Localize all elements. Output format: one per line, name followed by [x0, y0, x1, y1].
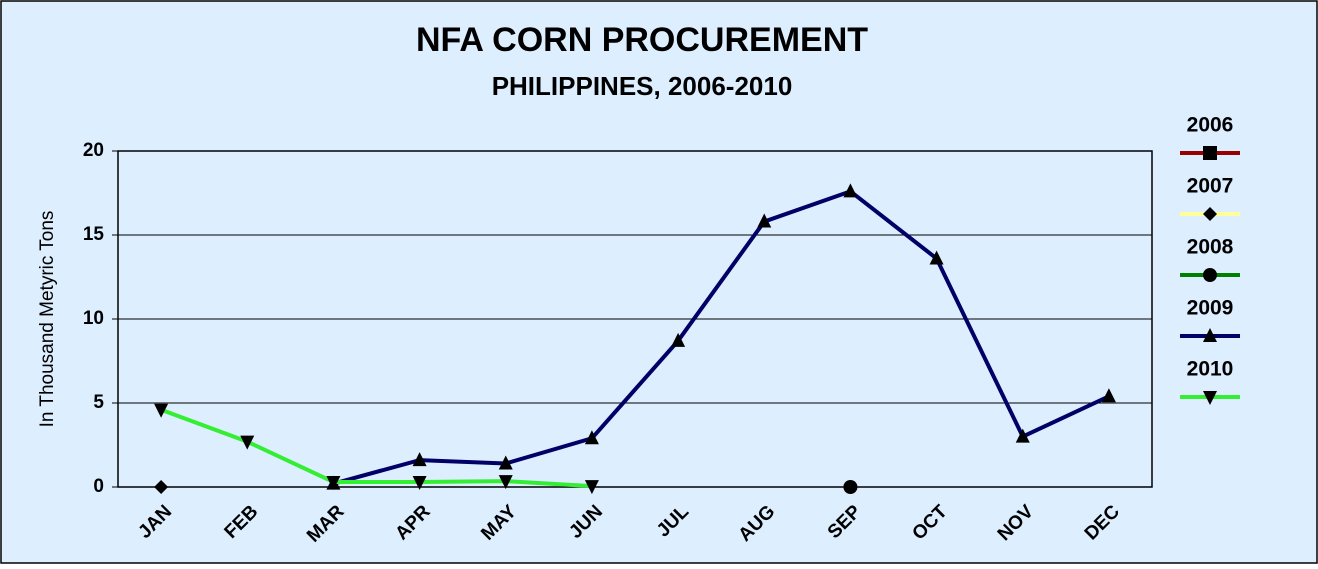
legend-label: 2008	[1187, 236, 1234, 259]
data-point	[584, 480, 599, 495]
data-point	[326, 475, 341, 490]
legend-marker	[1203, 268, 1217, 282]
y-tick-label: 15	[83, 224, 105, 245]
legend-label: 2010	[1187, 358, 1234, 381]
data-point	[929, 250, 944, 265]
legend-marker	[1203, 207, 1217, 221]
data-point	[412, 475, 427, 490]
chart-title: NFA CORN PROCUREMENT	[416, 21, 868, 59]
data-point	[498, 455, 513, 470]
legend-marker	[1203, 391, 1217, 405]
legend-label: 2007	[1187, 175, 1234, 198]
data-point	[757, 213, 772, 228]
data-point	[1101, 388, 1116, 403]
data-point	[584, 430, 599, 445]
y-tick-label: 0	[93, 476, 104, 497]
y-tick-label: 5	[93, 392, 104, 413]
data-point	[671, 332, 686, 347]
data-point	[412, 452, 427, 467]
data-point	[154, 480, 169, 494]
data-point	[843, 183, 858, 198]
y-tick-label: 20	[83, 140, 104, 161]
legend-marker	[1203, 328, 1217, 342]
y-axis-label: In Thousand Metyric Tons	[37, 211, 58, 428]
data-point	[843, 480, 858, 494]
legend-marker	[1203, 146, 1217, 160]
data-point	[154, 403, 169, 418]
chart-subtitle: PHILIPPINES, 2006-2010	[492, 71, 793, 101]
series-line	[332, 189, 1110, 486]
legend-label: 2009	[1187, 297, 1234, 320]
y-tick-label: 10	[83, 308, 104, 329]
data-point	[240, 435, 255, 450]
series-line	[160, 407, 593, 489]
legend-label: 2006	[1187, 114, 1234, 137]
data-point	[498, 475, 513, 490]
data-point	[1015, 428, 1030, 443]
